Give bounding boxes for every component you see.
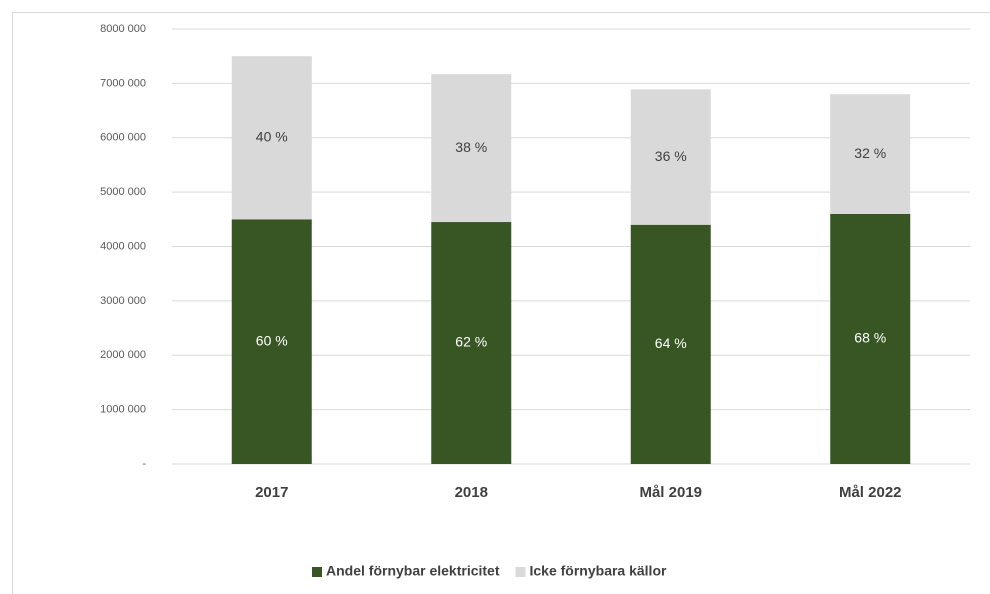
bar-segment (231, 56, 312, 220)
percent-label: 36 % (655, 148, 687, 164)
bar-segment (830, 94, 911, 214)
bar-segment (231, 219, 312, 464)
chart-frame (12, 12, 990, 594)
percent-label: 62 % (455, 334, 487, 350)
x-tick-label: Mål 2019 (639, 484, 702, 501)
x-tick-label: 2018 (455, 484, 488, 501)
y-tick-label: 7000 000 (100, 77, 146, 89)
y-tick-label: 2000 000 (100, 349, 146, 361)
bar-segment (431, 74, 512, 223)
y-tick-label: - (142, 458, 146, 470)
x-tick-label: Mål 2022 (839, 484, 902, 501)
legend-swatch (515, 567, 526, 577)
legend-label: Icke förnybara källor (530, 563, 668, 579)
bar-segment (830, 213, 911, 464)
legend-swatch (312, 567, 322, 577)
x-tick-label: 2017 (255, 484, 288, 501)
percent-label: 40 % (256, 128, 288, 144)
bar-segment (630, 224, 711, 464)
percent-label: 32 % (854, 145, 886, 161)
percent-label: 60 % (256, 332, 288, 348)
y-tick-label: 5000 000 (100, 186, 146, 198)
bar-segment (431, 222, 512, 464)
y-tick-label: 3000 000 (100, 295, 146, 307)
y-tick-label: 6000 000 (100, 132, 146, 144)
legend-label: Andel förnybar elektricitet (326, 563, 500, 579)
y-tick-label: 8000 000 (100, 23, 146, 35)
percent-label: 68 % (854, 330, 886, 346)
y-tick-label: 4000 000 (100, 240, 146, 252)
percent-label: 64 % (655, 335, 687, 351)
bar-segment (630, 89, 711, 225)
y-tick-label: 1000 000 (100, 404, 146, 416)
percent-label: 38 % (455, 139, 487, 155)
